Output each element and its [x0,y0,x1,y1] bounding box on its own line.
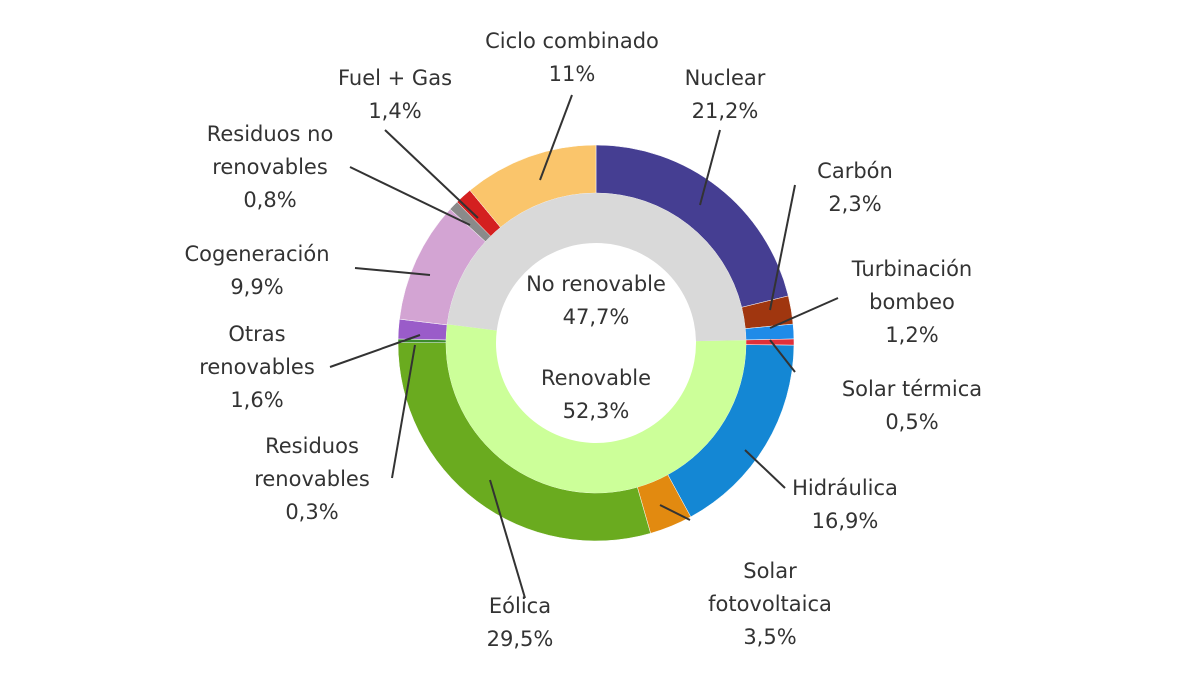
category-label: Turbinación bombeo [851,257,973,314]
category-label: Solar térmica [841,377,983,401]
category-label: Ciclo combinado [485,29,659,53]
value-label: 29,5% [486,627,554,651]
value-label: 16,9% [811,509,879,533]
category-label: Residuos no renovables [206,122,334,179]
category-label: Nuclear [684,66,766,90]
value-label: 2,3% [828,192,882,216]
leader-line [769,184,796,311]
leader-line [659,504,691,521]
category-label: Eólica [488,594,552,618]
leader-line [744,449,786,489]
inner-label: Renovable 52,3% [496,362,696,428]
category-label: Hidráulica [792,476,898,500]
segment-label: Eólica 29,5% [445,590,595,656]
value-label: 9,9% [230,275,284,299]
segment-label: Hidráulica 16,9% [770,472,920,538]
segment-label: Solar térmica 0,5% [812,373,1012,439]
donut-segment [447,192,746,342]
category-label: Fuel + Gas [337,66,453,90]
category-label: Otras renovables [199,322,315,379]
category-label: Cogeneración [184,242,330,266]
segment-label: Cogeneración 9,9% [177,238,337,304]
segment-label: Turbinación bombeo 1,2% [837,253,987,352]
leader-line [699,129,721,206]
leader-line [354,267,431,276]
value-label: 0,3% [285,500,339,524]
leader-line [539,94,573,181]
value-label: 52,3% [562,399,630,423]
segment-label: Residuos renovables 0,3% [232,430,392,529]
category-label: Solar fotovoltaica [708,559,832,616]
value-label: 11% [548,62,596,86]
leader-line [489,479,526,599]
value-label: 1,6% [230,388,284,412]
segment-label: Residuos no renovables 0,8% [185,118,355,217]
leader-line [349,166,471,226]
value-label: 0,8% [243,188,297,212]
segment-label: Nuclear 21,2% [650,62,800,128]
segment-label: Fuel + Gas 1,4% [320,62,470,128]
category-label: Residuos renovables [254,434,370,491]
value-label: 3,5% [743,625,797,649]
value-label: 1,4% [368,99,422,123]
value-label: 1,2% [885,323,939,347]
segment-label: Ciclo combinado 11% [442,25,702,91]
leader-line [391,344,416,479]
inner-label: No renovable 47,7% [496,268,696,334]
segment-label: Solar fotovoltaica 3,5% [695,555,845,654]
segment-label: Carbón 2,3% [780,155,930,221]
category-label: No renovable [526,272,666,296]
leader-line [329,334,421,368]
leader-line [769,339,796,373]
value-label: 21,2% [691,99,759,123]
value-label: 47,7% [562,305,630,329]
value-label: 0,5% [885,410,939,434]
segment-label: Otras renovables 1,6% [182,318,332,417]
category-label: Carbón [817,159,893,183]
leader-line [769,297,839,329]
donut-segment [446,324,746,493]
leader-line [384,129,479,219]
category-label: Renovable [540,366,652,390]
donut-segment [745,338,795,346]
